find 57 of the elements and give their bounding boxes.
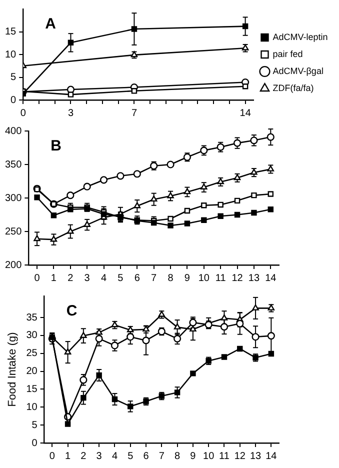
x-tick-label: 3 <box>84 272 90 284</box>
x-tick-label: 2 <box>80 450 87 462</box>
x-tick-label: 10 <box>203 450 215 462</box>
x-tick-label: 14 <box>265 272 277 284</box>
legend-label: pair fed <box>272 48 303 59</box>
y-tick-label: 0 <box>10 94 17 106</box>
x-tick-label: 1 <box>50 272 57 284</box>
y-tick-label: 200 <box>4 260 22 271</box>
y-tick-label: 5 <box>32 420 38 431</box>
x-tick-label: 11 <box>219 450 230 462</box>
legend-label: AdCMV-βgal <box>272 66 324 76</box>
annotation: C <box>66 302 78 320</box>
y-tick-label: 20 <box>26 366 38 378</box>
y-tick-label: 35 <box>26 312 38 324</box>
x-tick-label: 7 <box>151 272 158 284</box>
y-tick-label: 5 <box>10 72 17 83</box>
x-tick-label: 0 <box>49 450 56 462</box>
x-tick-label: 14 <box>266 450 278 462</box>
x-tick-label: 6 <box>134 272 140 284</box>
x-tick-label: 4 <box>112 450 118 462</box>
x-tick-label: 13 <box>250 450 262 462</box>
x-tick-label: 7 <box>158 450 165 462</box>
x-tick-label: 10 <box>198 272 210 284</box>
x-tick-label: 1 <box>65 450 72 462</box>
annotation: B <box>50 138 62 155</box>
x-tick-label: 8 <box>174 450 181 462</box>
y-tick-label: 250 <box>4 226 22 238</box>
x-tick-label: 5 <box>118 272 124 284</box>
y-tick-label: 0 <box>32 438 38 449</box>
annotation: A <box>45 16 56 33</box>
legend-label: AdCMV-leptin <box>272 32 328 42</box>
x-tick-label: 9 <box>190 450 196 462</box>
x-tick-label: 3 <box>96 450 102 462</box>
y-tick-label: 15 <box>5 26 17 38</box>
y-tick-label: 30 <box>26 330 38 342</box>
x-tick-label: 13 <box>248 272 260 284</box>
y-axis-title: Food Intake (g) <box>6 332 19 407</box>
y-tick-label: 10 <box>5 49 17 60</box>
x-tick-label: 9 <box>184 272 190 284</box>
y-tick-label: 350 <box>4 159 22 170</box>
y-tick-label: 400 <box>4 126 22 137</box>
x-tick-label: 4 <box>101 272 107 284</box>
x-tick-label: 6 <box>143 450 150 462</box>
y-tick-label: 15 <box>26 384 38 395</box>
x-tick-label: 14 <box>240 108 252 119</box>
y-tick-label: 300 <box>4 192 22 204</box>
x-tick-label: 5 <box>128 450 134 462</box>
x-tick-label: 12 <box>232 272 244 284</box>
x-tick-label: 3 <box>68 108 74 119</box>
x-tick-label: 8 <box>168 272 174 284</box>
x-tick-label: 12 <box>234 450 246 462</box>
y-tick-label: 10 <box>26 402 38 413</box>
y-tick-label: 25 <box>26 348 38 360</box>
x-tick-label: 7 <box>131 108 138 119</box>
x-tick-label: 11 <box>215 272 226 284</box>
x-tick-label: 2 <box>68 272 74 284</box>
legend-label: ZDF(fa/fa) <box>272 82 314 93</box>
